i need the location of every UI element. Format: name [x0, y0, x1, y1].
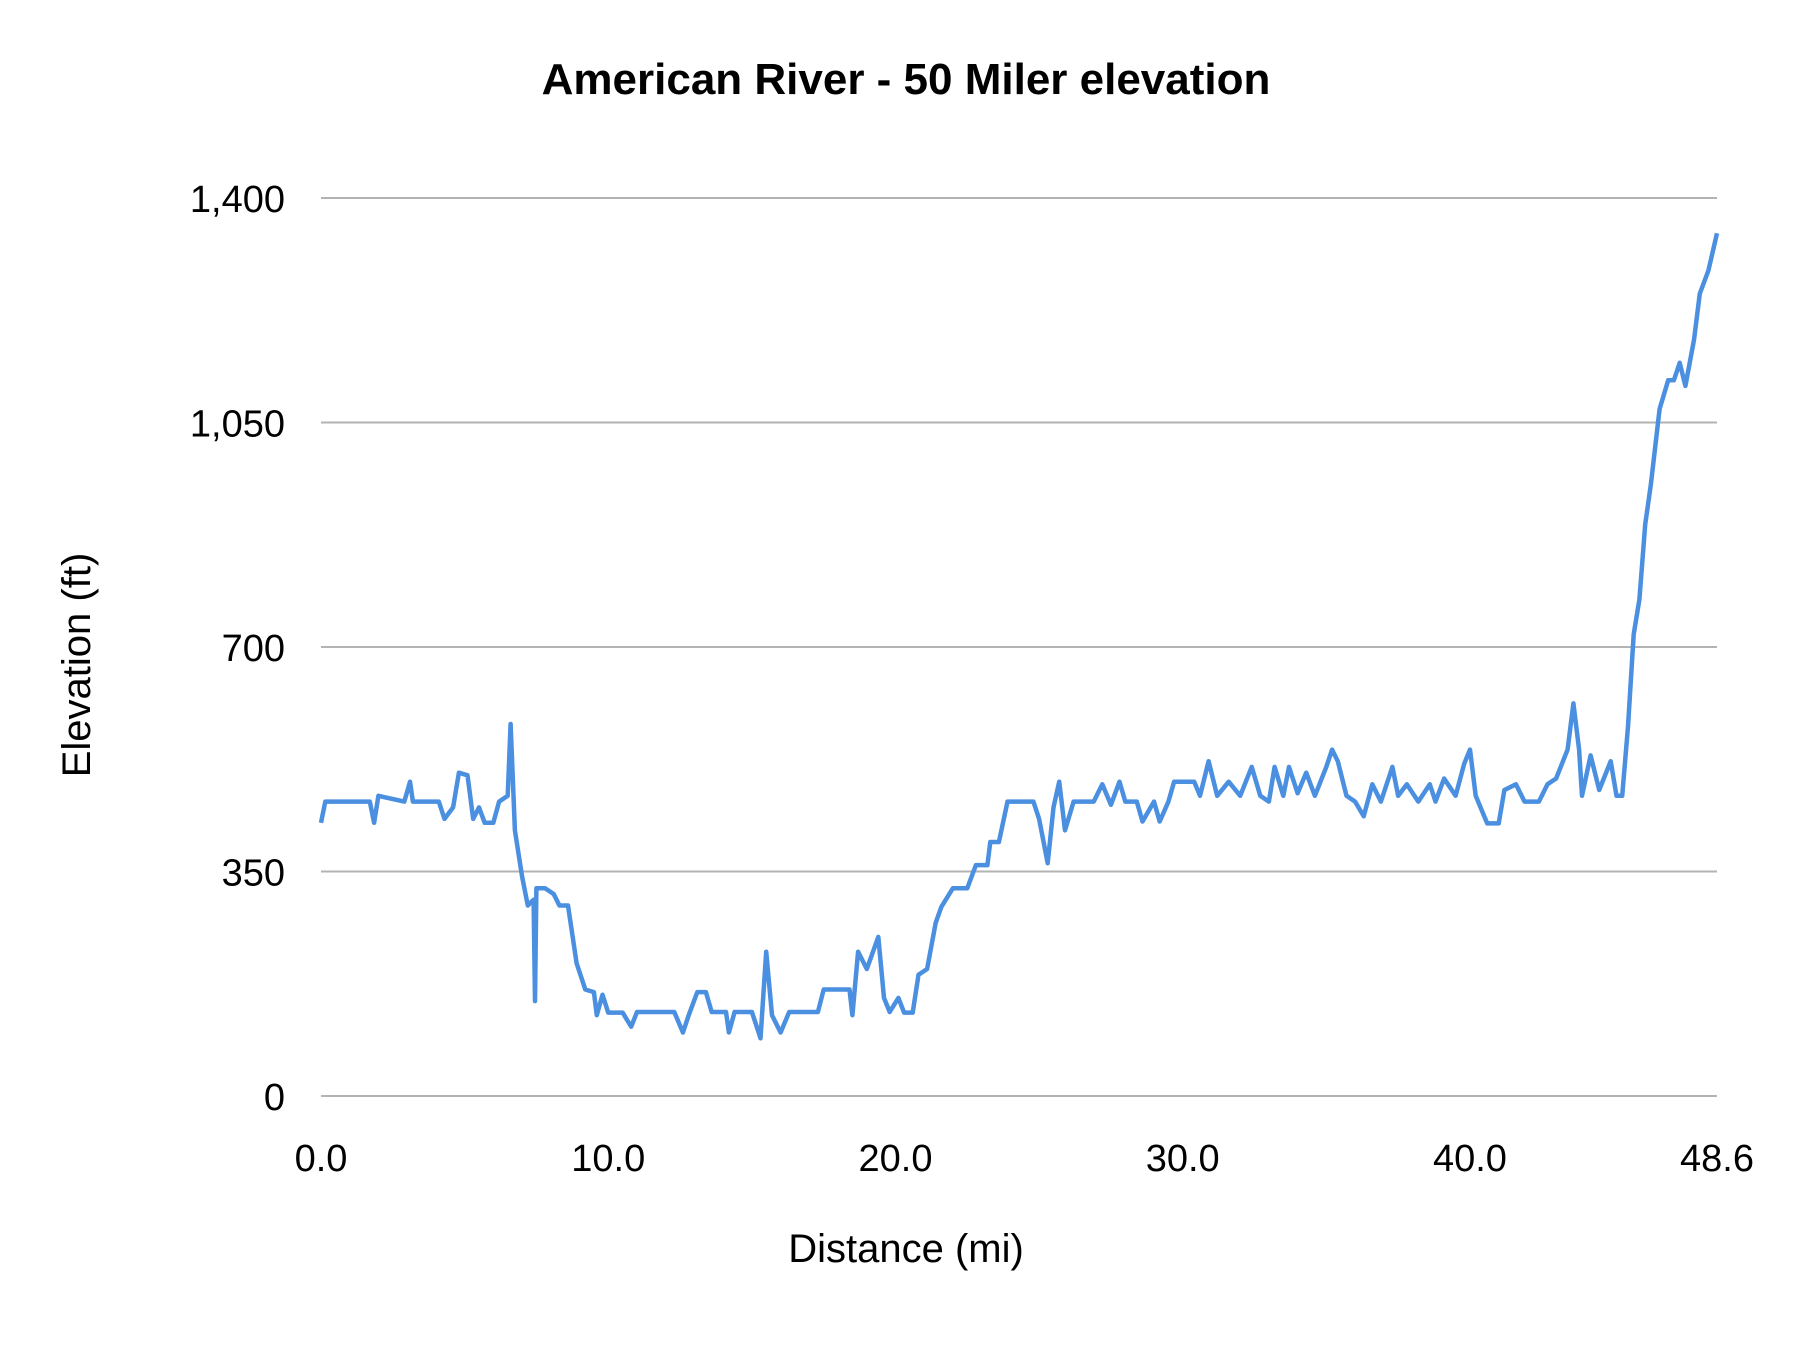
gridlines: [321, 197, 1717, 1097]
x-tick-label: 48.6: [1680, 1138, 1754, 1180]
elevation-series-line: [318, 232, 1720, 1041]
y-axis-ticks: 0 350 700 1,050 1,400: [190, 179, 285, 1119]
x-tick-label: 40.0: [1433, 1138, 1507, 1180]
x-tick-label: 0.0: [295, 1138, 348, 1180]
y-tick-label: 700: [222, 628, 285, 670]
x-tick-label: 30.0: [1146, 1138, 1220, 1180]
y-tick-label: 0: [264, 1077, 285, 1119]
x-axis-ticks: 0.0 10.0 20.0 30.0 40.0 48.6: [295, 1138, 1754, 1180]
x-tick-label: 20.0: [859, 1138, 933, 1180]
y-tick-label: 1,400: [190, 179, 285, 221]
y-axis-label: Elevation (ft): [55, 553, 99, 778]
x-tick-label: 10.0: [571, 1138, 645, 1180]
y-tick-label: 1,050: [190, 404, 285, 446]
chart-title: American River - 50 Miler elevation: [542, 55, 1271, 104]
x-axis-label: Distance (mi): [788, 1227, 1024, 1271]
y-tick-label: 350: [222, 853, 285, 895]
